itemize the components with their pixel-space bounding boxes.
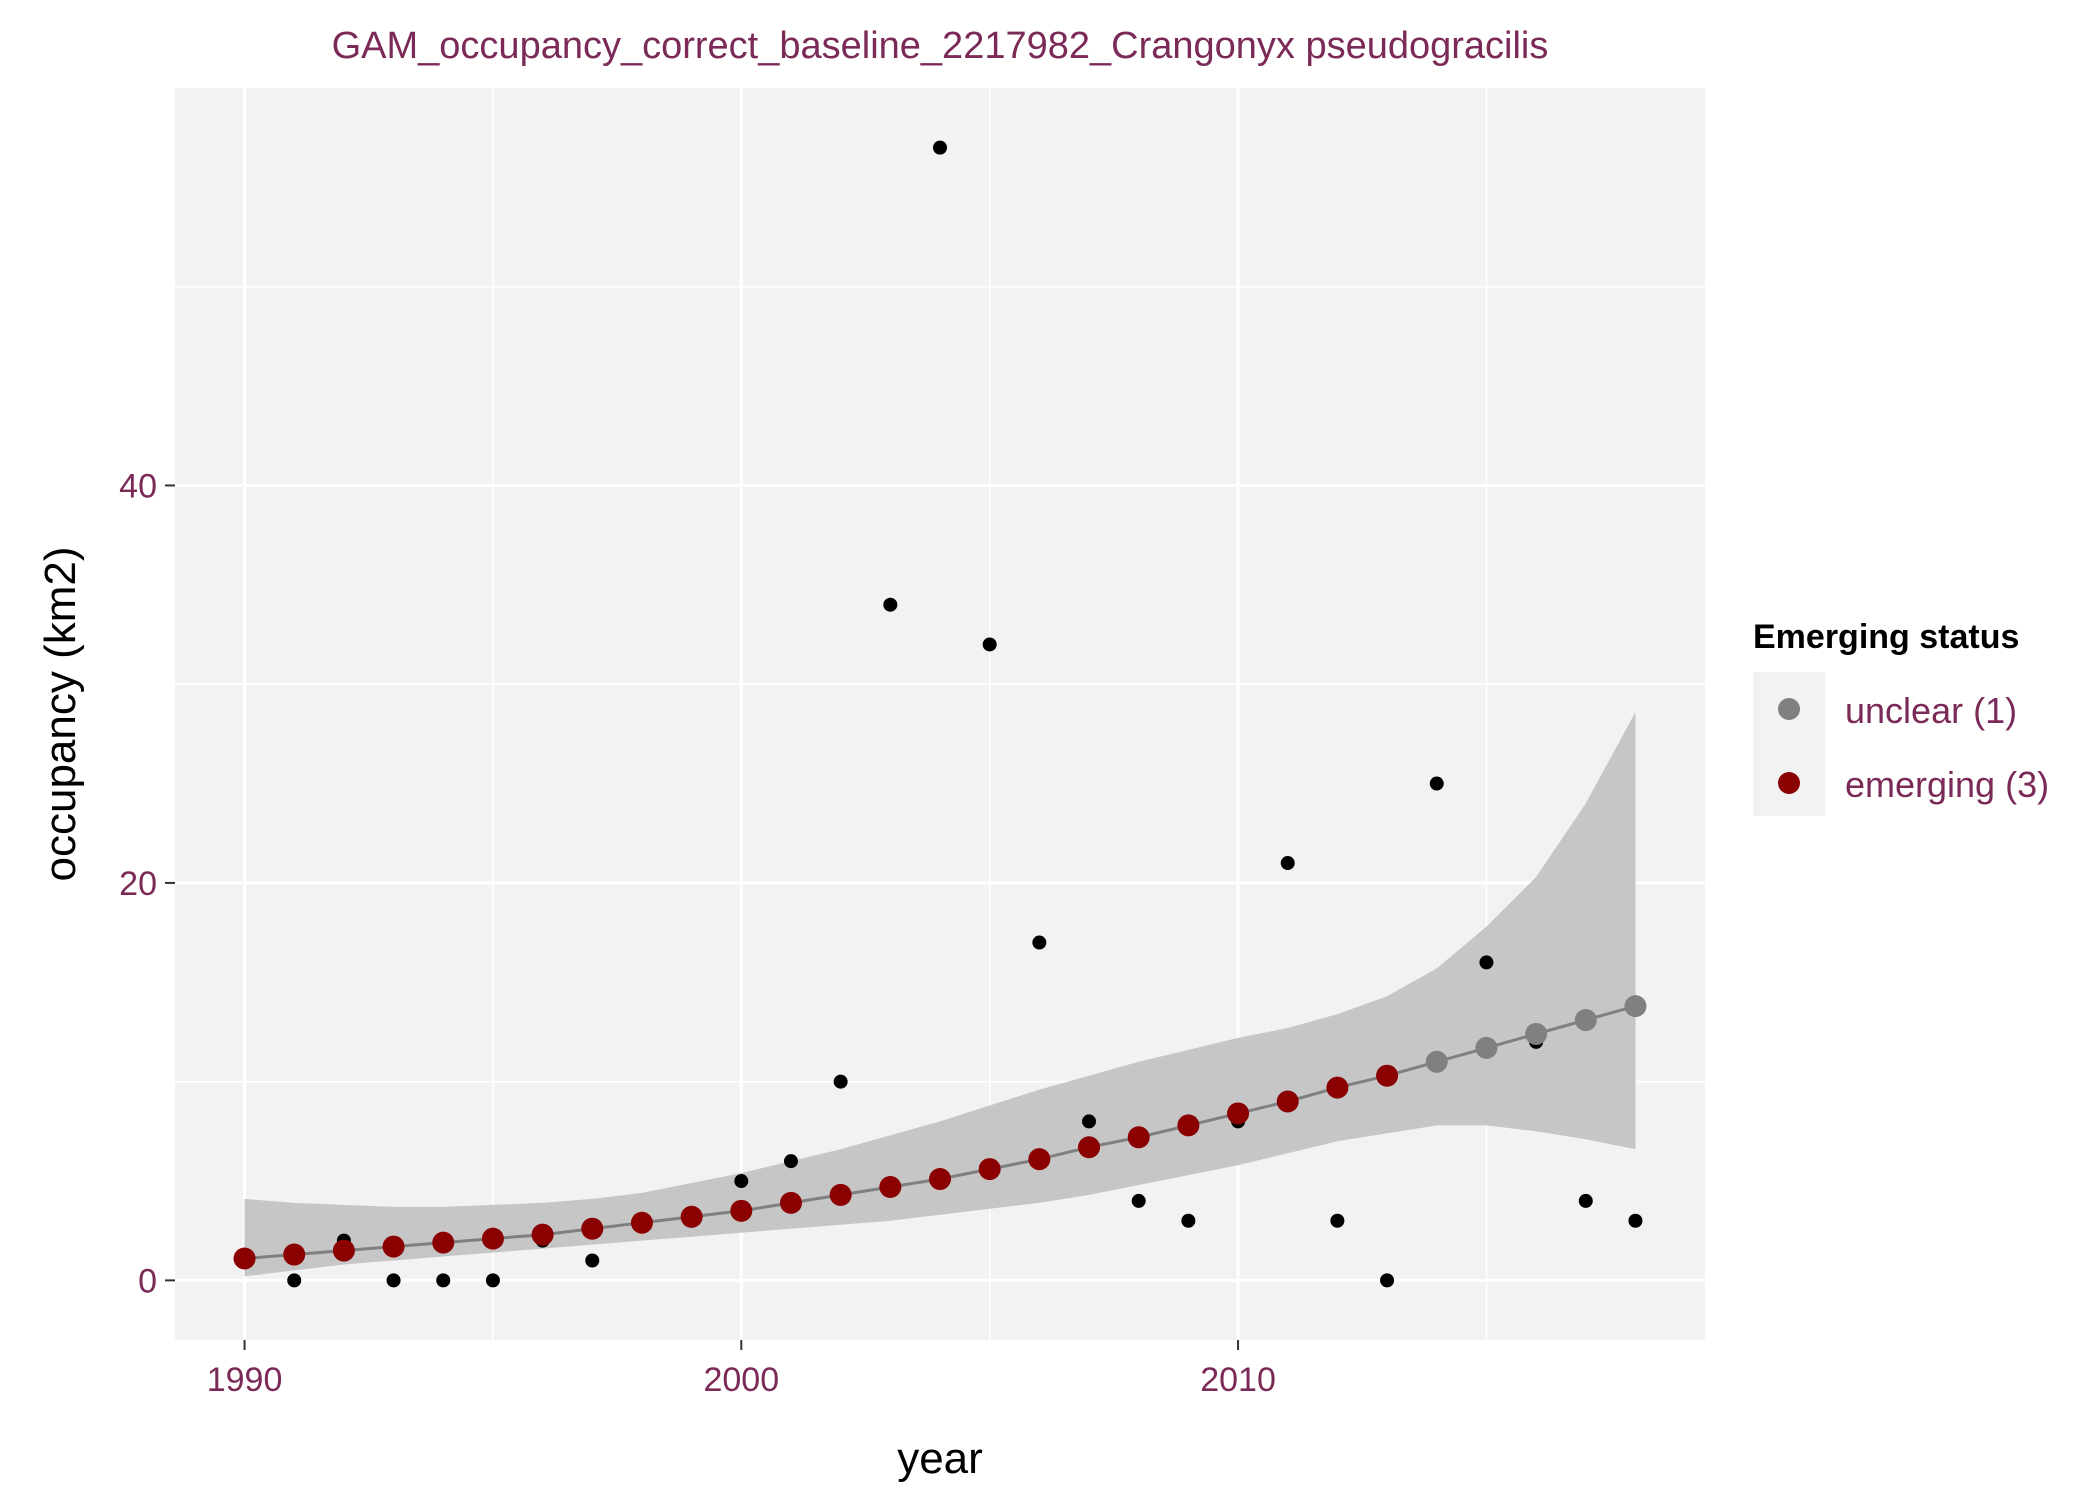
observed-points [237,140,1643,1288]
x-tick-label: 2000 [703,1361,779,1399]
observed-point [1578,1193,1593,1208]
fit-point [283,1243,306,1266]
observed-point [734,1174,749,1189]
observed-point [933,140,947,155]
x-tick-label: 2010 [1200,1361,1276,1399]
fit-point [1127,1126,1150,1149]
legend-label-emerging: emerging (3) [1845,764,2049,805]
fit-point [233,1247,256,1270]
fit-point [1574,1009,1597,1032]
fit-point [1227,1102,1250,1125]
confidence-ribbon [244,712,1636,1277]
fit-point [1475,1036,1498,1059]
observed-point [386,1273,401,1288]
observed-point [485,1273,500,1288]
fit-point [879,1175,902,1198]
legend-key-unclear [1778,698,1800,720]
observed-point [287,1273,302,1288]
observed-point [982,637,997,652]
fit-point [779,1191,802,1214]
fit-point [978,1158,1001,1181]
observed-point [585,1253,600,1268]
y-tick-label: 20 [119,865,157,903]
legend-title: Emerging status [1753,618,2019,656]
fit-point [382,1235,405,1258]
observed-point [1380,1273,1395,1288]
observed-point [1479,955,1494,970]
fit-point [1525,1022,1548,1045]
fit-point [730,1199,753,1222]
fit-point [531,1223,554,1246]
observed-point [1032,935,1047,950]
fit-point [829,1183,852,1206]
observed-point [1131,1193,1146,1208]
observed-point [1181,1213,1196,1228]
observed-point [1330,1213,1345,1228]
chart-title: GAM_occupancy_correct_baseline_2217982_C… [332,25,1549,67]
fit-point [581,1217,604,1240]
fit-point [481,1227,504,1250]
observed-point [1280,856,1295,871]
observed-point [833,1074,848,1089]
y-tick-label: 40 [119,467,157,505]
observed-point [436,1273,451,1288]
fit-point [1624,995,1647,1018]
legend-label-unclear: unclear (1) [1845,690,2017,731]
x-tick-label: 1990 [207,1361,283,1399]
observed-point [783,1154,798,1169]
fit-points [233,995,1647,1270]
fit-point [1028,1148,1051,1171]
fit-point [1177,1114,1200,1137]
y-tick-label: 0 [138,1262,157,1300]
fit-point [1276,1090,1299,1113]
legend-key-emerging [1778,772,1800,794]
fit-point [1425,1050,1448,1073]
fit-point [680,1205,703,1228]
y-axis-title: occupancy (km2) [36,546,85,881]
x-axis-title: year [897,1434,983,1483]
observed-point [1429,776,1444,791]
observed-point [883,597,898,612]
legend: Emerging status unclear (1) emerging (3) [1753,618,2049,816]
fit-point [1326,1076,1349,1099]
observed-point [1082,1114,1097,1129]
observed-point [1628,1213,1643,1228]
fit-point [630,1211,653,1234]
fit-point [332,1239,355,1262]
grid-lines [175,88,1705,1340]
legend-key-background [1753,672,1825,816]
fit-point [1078,1136,1101,1159]
axes: 1990 2000 2010 0 20 40 [119,467,1276,1399]
fit-point [1376,1064,1399,1087]
fit-point [432,1231,455,1254]
fit-point [929,1168,951,1191]
